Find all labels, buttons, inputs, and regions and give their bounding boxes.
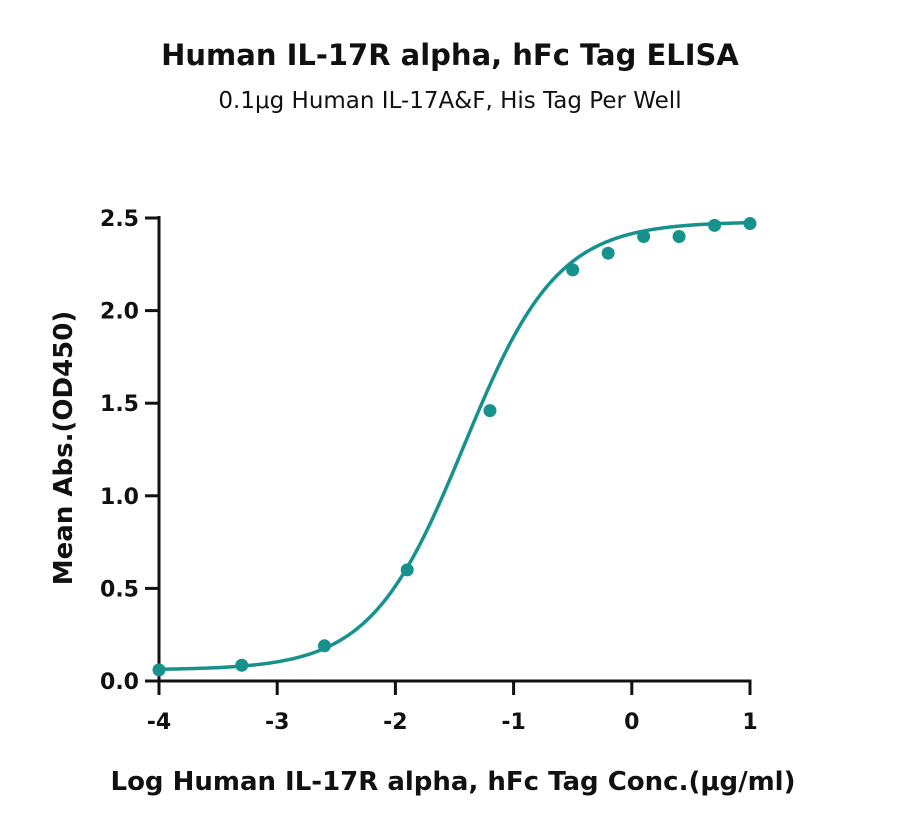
- data-point: [743, 217, 757, 231]
- data-point: [637, 230, 651, 244]
- y-axis-label: Mean Abs.(OD450): [49, 311, 79, 585]
- y-tick-label: 2.5: [100, 207, 139, 232]
- chart-title: Human IL-17R alpha, hFc Tag ELISA: [161, 38, 739, 72]
- x-tick-label: -3: [265, 710, 289, 735]
- chart-subtitle: 0.1μg Human IL-17A&F, His Tag Per Well: [218, 88, 682, 114]
- x-axis-label: Log Human IL-17R alpha, hFc Tag Conc.(μg…: [111, 767, 796, 797]
- data-point: [400, 563, 414, 577]
- fit-curve: [158, 220, 751, 671]
- data-points-layer: [152, 217, 757, 677]
- x-tick-label: -1: [501, 710, 525, 735]
- data-point: [235, 658, 249, 672]
- y-tick-label: 0.5: [100, 577, 139, 602]
- x-tick-label: 0: [624, 710, 639, 735]
- data-point: [601, 246, 615, 260]
- data-point: [317, 639, 331, 653]
- y-tick-label: 0.0: [100, 670, 139, 695]
- data-point: [483, 404, 497, 418]
- y-tick-label: 2.0: [100, 300, 139, 325]
- data-point: [566, 263, 580, 277]
- x-tick-label: -2: [383, 710, 407, 735]
- y-tick-label: 1.5: [100, 392, 139, 417]
- x-tick-label: 1: [742, 710, 757, 735]
- fit-curve-layer: [158, 220, 751, 671]
- x-tick-label: -4: [147, 710, 171, 735]
- data-point: [152, 663, 166, 677]
- data-point: [708, 218, 722, 232]
- axes: 0.0 0.5 1.0 1.5 2.0 2.5 -4 -3 -2 -1 0 1: [100, 207, 758, 735]
- data-point: [672, 230, 686, 244]
- y-tick-label: 1.0: [100, 485, 139, 510]
